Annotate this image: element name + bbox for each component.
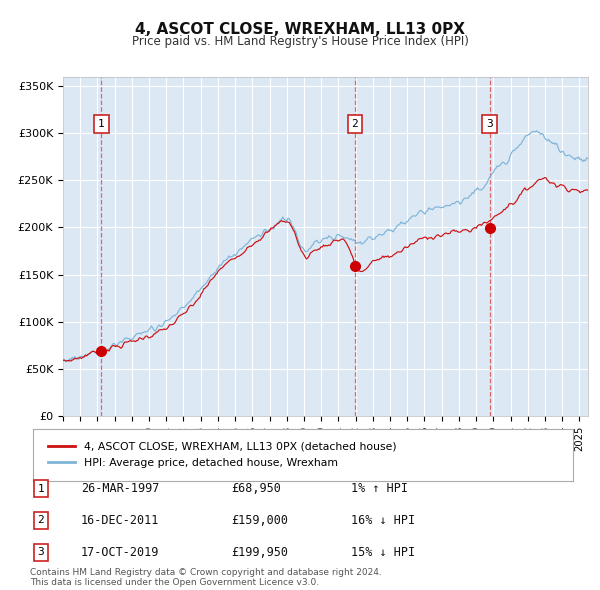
Text: 1% ↑ HPI: 1% ↑ HPI	[351, 482, 408, 495]
Legend: 4, ASCOT CLOSE, WREXHAM, LL13 0PX (detached house), HPI: Average price, detached: 4, ASCOT CLOSE, WREXHAM, LL13 0PX (detac…	[44, 438, 401, 472]
Text: £199,950: £199,950	[231, 546, 288, 559]
Text: 17-OCT-2019: 17-OCT-2019	[81, 546, 160, 559]
Text: Contains HM Land Registry data © Crown copyright and database right 2024.
This d: Contains HM Land Registry data © Crown c…	[30, 568, 382, 587]
Text: 4, ASCOT CLOSE, WREXHAM, LL13 0PX: 4, ASCOT CLOSE, WREXHAM, LL13 0PX	[135, 22, 465, 37]
Text: 16% ↓ HPI: 16% ↓ HPI	[351, 514, 415, 527]
Text: Price paid vs. HM Land Registry's House Price Index (HPI): Price paid vs. HM Land Registry's House …	[131, 35, 469, 48]
Text: 16-DEC-2011: 16-DEC-2011	[81, 514, 160, 527]
Text: 3: 3	[37, 548, 44, 557]
Text: 1: 1	[37, 484, 44, 493]
Text: 2: 2	[37, 516, 44, 525]
Text: 26-MAR-1997: 26-MAR-1997	[81, 482, 160, 495]
Text: 15% ↓ HPI: 15% ↓ HPI	[351, 546, 415, 559]
Text: 2: 2	[352, 119, 358, 129]
Text: £68,950: £68,950	[231, 482, 281, 495]
Text: 3: 3	[487, 119, 493, 129]
Text: 1: 1	[98, 119, 105, 129]
Text: £159,000: £159,000	[231, 514, 288, 527]
